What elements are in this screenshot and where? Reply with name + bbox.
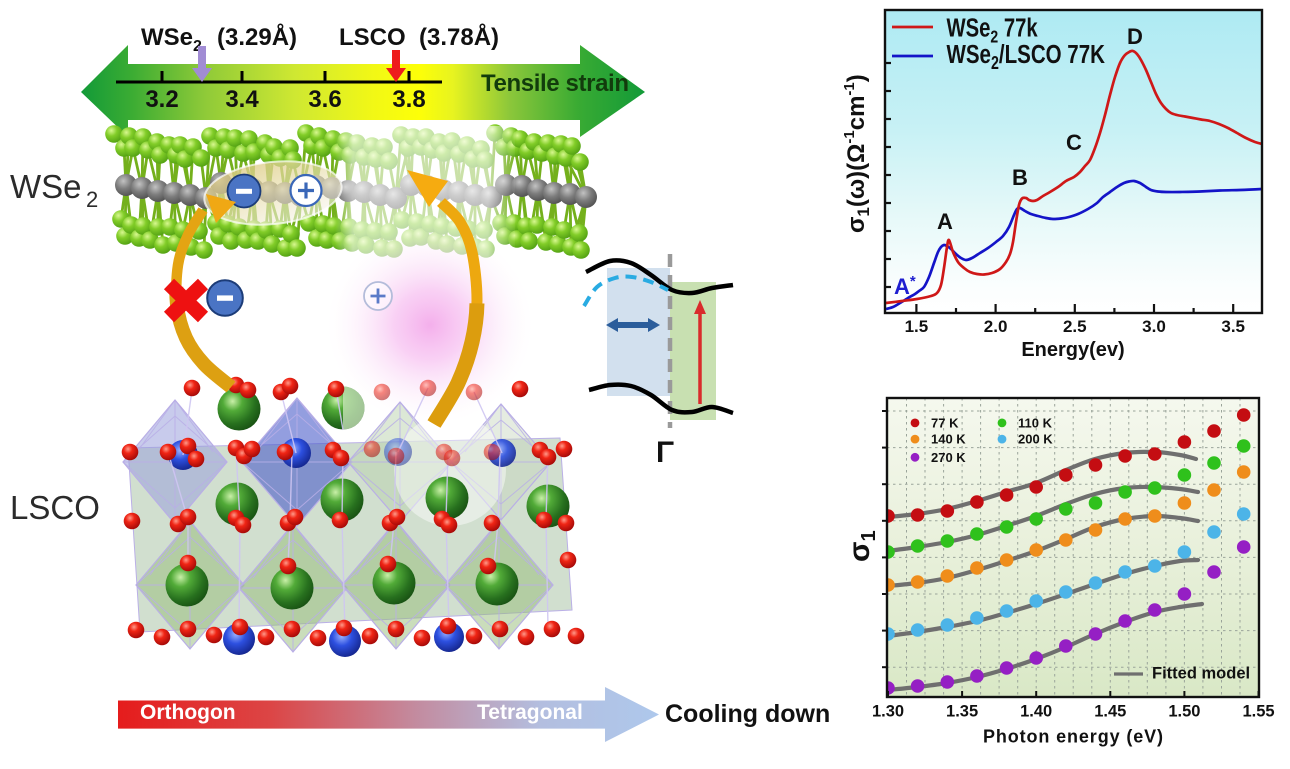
svg-text:A: A xyxy=(937,209,953,234)
svg-text:WSe: WSe xyxy=(141,24,193,51)
svg-text:1.55: 1.55 xyxy=(1242,703,1274,721)
svg-text:77 K: 77 K xyxy=(931,415,959,430)
svg-text:1.30: 1.30 xyxy=(872,703,904,721)
svg-text:(3.29Å): (3.29Å) xyxy=(217,23,297,51)
svg-text:Cooling down: Cooling down xyxy=(665,700,830,728)
svg-text:Γ: Γ xyxy=(656,436,674,469)
svg-text:σ1(ω)(Ω-1cm-1): σ1(ω)(Ω-1cm-1) xyxy=(841,74,873,233)
svg-text:2.0: 2.0 xyxy=(984,317,1008,336)
svg-text:LSCO: LSCO xyxy=(339,24,406,51)
svg-text:110 K: 110 K xyxy=(1018,415,1053,430)
svg-text:1.50: 1.50 xyxy=(1168,703,1200,721)
svg-text:LSCO: LSCO xyxy=(10,489,100,526)
svg-text:1.40: 1.40 xyxy=(1020,703,1052,721)
svg-text:C: C xyxy=(1066,130,1082,155)
svg-text:1.45: 1.45 xyxy=(1094,703,1126,721)
svg-text:(3.78Å): (3.78Å) xyxy=(419,23,499,51)
svg-text:3.8: 3.8 xyxy=(392,86,425,113)
svg-text:WSe: WSe xyxy=(10,168,82,205)
svg-text:3.5: 3.5 xyxy=(1221,317,1245,336)
svg-text:3.6: 3.6 xyxy=(308,86,341,113)
svg-text:2: 2 xyxy=(193,38,202,55)
svg-text:Tetragonal: Tetragonal xyxy=(477,701,583,724)
svg-text:σ1: σ1 xyxy=(843,530,880,562)
svg-text:WSe2/LSCO 77K: WSe2/LSCO 77K xyxy=(947,40,1106,74)
svg-text:3.2: 3.2 xyxy=(145,86,178,113)
svg-text:1.35: 1.35 xyxy=(946,703,978,721)
svg-text:3.4: 3.4 xyxy=(225,86,259,113)
svg-text:2.5: 2.5 xyxy=(1063,317,1087,336)
svg-text:140 K: 140 K xyxy=(931,432,966,447)
svg-text:2: 2 xyxy=(86,187,98,212)
svg-text:200 K: 200 K xyxy=(1018,432,1053,447)
svg-text:Photon energy (eV): Photon energy (eV) xyxy=(983,727,1163,747)
svg-text:Fitted model: Fitted model xyxy=(1152,665,1250,683)
svg-text:270 K: 270 K xyxy=(931,450,966,465)
svg-text:Energy(ev): Energy(ev) xyxy=(1021,339,1124,361)
svg-text:Orthogon: Orthogon xyxy=(140,701,236,724)
svg-text:B: B xyxy=(1012,165,1028,190)
svg-text:3.0: 3.0 xyxy=(1142,317,1166,336)
svg-text:D: D xyxy=(1127,24,1143,49)
svg-text:1.5: 1.5 xyxy=(905,317,929,336)
svg-text:Tensile strain: Tensile strain xyxy=(481,70,629,97)
